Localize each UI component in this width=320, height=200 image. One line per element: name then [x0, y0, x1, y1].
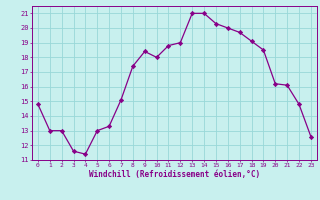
X-axis label: Windchill (Refroidissement éolien,°C): Windchill (Refroidissement éolien,°C): [89, 170, 260, 179]
